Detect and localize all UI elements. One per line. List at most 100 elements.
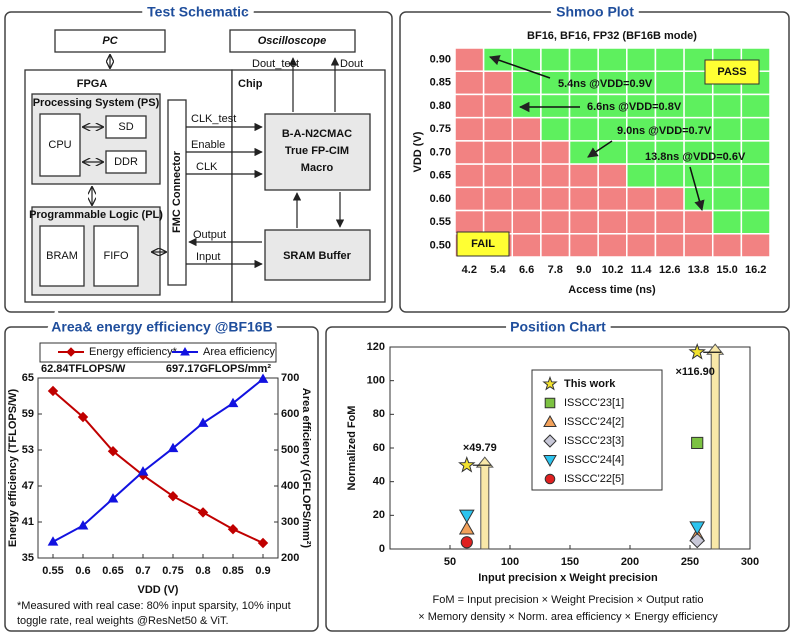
shmoo-cell <box>654 209 685 235</box>
x-tick-label: 50 <box>444 556 456 568</box>
legend-label: ISSCC'24[4] <box>564 454 624 466</box>
point <box>167 442 179 453</box>
legend-label: FAIL <box>471 238 495 250</box>
annotation: 6.6ns @VDD=0.8V <box>587 101 682 113</box>
signal-label: Output <box>193 229 226 241</box>
point <box>47 385 59 397</box>
footnote: toggle rate, real weights @ResNet50 & Vi… <box>17 615 229 627</box>
panel-frame <box>399 11 790 313</box>
y-tick-label: 0.55 <box>430 216 451 228</box>
pc-label: PC <box>102 35 118 47</box>
bram-label: BRAM <box>46 250 78 262</box>
footnote: FoM = Input precision × Weight Precision… <box>433 594 704 606</box>
footnote: *Measured with real case: 80% input spar… <box>17 600 291 612</box>
shmoo-cell <box>740 233 771 258</box>
shmoo-cell <box>568 233 599 258</box>
value-label: 697.17GFLOPS/mm² <box>166 363 271 375</box>
shmoo-cell <box>597 186 628 212</box>
value-label: ×49.79 <box>463 442 497 454</box>
ddr-box <box>105 150 147 174</box>
x-tick-label: 13.8 <box>688 264 709 276</box>
signal-label: Enable <box>191 139 225 151</box>
y-tick-label: 0.75 <box>430 123 451 135</box>
legend-label: ISSCC'23[3] <box>564 435 624 447</box>
shmoo-cell <box>540 163 571 189</box>
footnote: × Memory density × Norm. area efficiency… <box>418 611 718 623</box>
shmoo-cell <box>597 163 628 189</box>
shmoo-cell <box>654 70 685 96</box>
x-tick-label: 0.9 <box>255 565 270 577</box>
shmoo-cell <box>568 209 599 235</box>
annotation: 13.8ns @VDD=0.6V <box>645 151 746 163</box>
point <box>227 397 239 408</box>
shmoo-cell <box>482 116 514 142</box>
x-tick-label: 5.4 <box>490 264 506 276</box>
x-tick-label: 11.4 <box>631 264 653 276</box>
shmoo-cell <box>626 233 657 258</box>
y-tick-label: 35 <box>22 552 34 564</box>
shmoo-cell <box>482 209 514 235</box>
shmoo-cell <box>454 163 485 189</box>
osc-label: Oscilloscope <box>258 35 326 47</box>
point <box>197 507 209 518</box>
shmoo-cell <box>454 209 485 235</box>
legend-marker <box>180 346 190 356</box>
y-tick-label: 80 <box>373 408 385 420</box>
y-tick-label: 0.50 <box>430 239 451 251</box>
y2-tick-label: 300 <box>281 516 299 528</box>
sram-label: SRAM Buffer <box>283 250 352 262</box>
y-tick-label: 0.80 <box>430 100 451 112</box>
bram-box <box>39 225 85 287</box>
y-axis-label: Normalized FoM <box>346 406 358 491</box>
y-tick-label: 100 <box>367 375 385 387</box>
shmoo-cell <box>654 163 685 189</box>
point <box>197 417 209 427</box>
signal-label: Dout_test <box>252 58 299 70</box>
x-tick-label: 10.2 <box>602 264 623 276</box>
plot-frame <box>37 377 279 559</box>
shmoo-cell <box>454 116 485 142</box>
shmoo-cell <box>540 140 571 165</box>
y2-tick-label: 700 <box>281 372 299 384</box>
y-tick-label: 0.70 <box>430 146 451 158</box>
shmoo-cell <box>654 47 685 72</box>
shmoo-cell <box>482 70 514 96</box>
y-tick-label: 53 <box>22 444 34 456</box>
point <box>227 523 239 535</box>
x-tick-label: 0.7 <box>135 565 150 577</box>
shmoo-cell <box>711 233 743 258</box>
x-axis-label: VDD (V) <box>138 584 179 596</box>
shmoo-cell <box>482 186 514 212</box>
sd-label: SD <box>118 121 133 133</box>
shmoo-cell <box>626 209 657 235</box>
ps-label: Processing System (PS) <box>33 97 160 109</box>
shmoo-cell <box>454 93 485 119</box>
legend-marker <box>544 397 556 409</box>
shmoo-cell <box>454 186 485 212</box>
shmoo-cell <box>482 140 514 165</box>
pl-label: Programmable Logic (PL) <box>29 209 163 221</box>
shmoo-cell <box>454 140 485 165</box>
macro-label: B-A-N2CMAC <box>282 128 352 140</box>
y-axis-label: Energy efficiency (TFLOPS/W) <box>7 389 19 548</box>
shmoo-cell <box>597 233 628 258</box>
fom-arrow <box>475 456 494 550</box>
macro-label: True FP-CIM <box>285 145 349 157</box>
shmoo-cell <box>511 163 542 189</box>
ddr-label: DDR <box>114 156 138 168</box>
signal-label: CLK <box>196 161 218 173</box>
legend-marker <box>66 347 76 357</box>
shmoo-cell <box>454 47 485 72</box>
y-tick-label: 0.90 <box>430 54 451 66</box>
annotation: 5.4ns @VDD=0.9V <box>558 78 653 90</box>
value-label: 62.84TFLOPS/W <box>41 363 126 375</box>
legend-label: Energy efficiency* <box>89 346 178 358</box>
point <box>167 490 179 502</box>
legend-label: ISSCC'23[1] <box>564 397 624 409</box>
legend-label: ISSCC'22[5] <box>564 473 624 485</box>
cpu-box <box>39 113 81 177</box>
shmoo-cell <box>511 70 542 96</box>
shmoo-cell <box>511 233 542 258</box>
x-tick-label: 15.0 <box>716 264 737 276</box>
shmoo-cell <box>540 233 571 258</box>
